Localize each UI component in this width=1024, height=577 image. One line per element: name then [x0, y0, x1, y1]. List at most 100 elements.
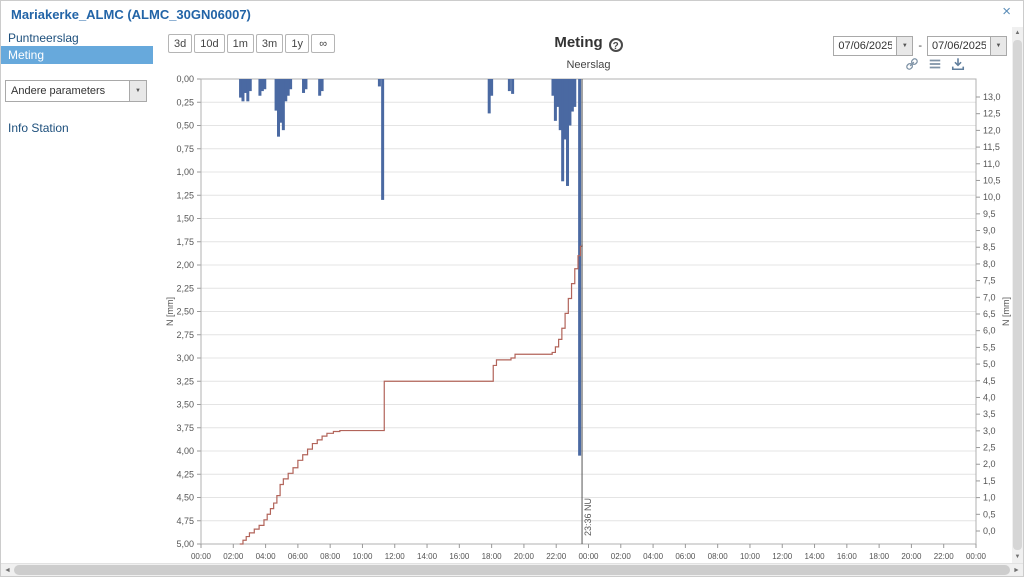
date-to-input[interactable]: [928, 37, 990, 55]
svg-text:22:00: 22:00: [546, 552, 567, 561]
svg-text:6,5: 6,5: [983, 309, 996, 319]
svg-text:00:00: 00:00: [191, 552, 212, 561]
svg-text:12:00: 12:00: [772, 552, 793, 561]
svg-text:18:00: 18:00: [482, 552, 503, 561]
precipitation-chart: 0,00 0,25 0,50 0,75 1,00 1,25 1,50 1,75 2,00 2,25…: [165, 74, 1011, 561]
svg-text:00:00: 00:00: [966, 552, 987, 561]
svg-text:10:00: 10:00: [740, 552, 761, 561]
svg-text:4,75: 4,75: [176, 516, 194, 526]
svg-text:5,0: 5,0: [983, 359, 996, 369]
svg-text:2,5: 2,5: [983, 443, 996, 453]
date-range: ▼ - ▼: [833, 36, 1007, 56]
range-button-1y[interactable]: 1y: [285, 34, 310, 53]
svg-text:16:00: 16:00: [837, 552, 858, 561]
scroll-left-icon[interactable]: ◄: [4, 566, 11, 574]
range-button-infinity[interactable]: ∞: [311, 34, 336, 53]
svg-text:0,0: 0,0: [983, 526, 996, 536]
vertical-scrollbar[interactable]: ▲ ▼: [1012, 27, 1023, 563]
svg-text:4,00: 4,00: [176, 446, 194, 456]
close-icon[interactable]: ×: [1002, 3, 1011, 20]
svg-text:04:00: 04:00: [256, 552, 277, 561]
svg-text:5,5: 5,5: [983, 342, 996, 352]
help-icon[interactable]: ?: [608, 38, 623, 52]
range-button-10d[interactable]: 10d: [194, 34, 225, 53]
svg-text:0,00: 0,00: [176, 74, 194, 84]
svg-text:02:00: 02:00: [223, 552, 244, 561]
scroll-down-icon[interactable]: ▼: [1014, 554, 1021, 560]
svg-text:4,25: 4,25: [176, 469, 194, 479]
svg-text:4,5: 4,5: [983, 376, 996, 386]
svg-text:1,50: 1,50: [176, 214, 194, 224]
svg-text:7,5: 7,5: [983, 276, 996, 286]
svg-text:3,50: 3,50: [176, 400, 194, 410]
svg-text:08:00: 08:00: [320, 552, 341, 561]
horizontal-scrollbar-thumb[interactable]: [14, 565, 1010, 575]
range-button-1m[interactable]: 1m: [226, 34, 254, 53]
chevron-down-icon[interactable]: ▼: [129, 81, 146, 101]
svg-text:3,0: 3,0: [983, 426, 996, 436]
svg-text:06:00: 06:00: [288, 552, 309, 561]
svg-text:14:00: 14:00: [805, 552, 826, 561]
sidebar-item-meting[interactable]: Meting: [1, 46, 153, 64]
range-button-3m[interactable]: 3m: [255, 34, 284, 53]
svg-text:13,0: 13,0: [983, 92, 1001, 102]
svg-text:12,0: 12,0: [983, 125, 1001, 135]
svg-text:1,75: 1,75: [176, 237, 194, 247]
svg-text:20:00: 20:00: [901, 552, 922, 561]
svg-text:18:00: 18:00: [869, 552, 890, 561]
chart-subtitle: Neerslag: [566, 59, 611, 71]
sidebar-item-info-station[interactable]: Info Station: [8, 121, 69, 135]
horizontal-scrollbar[interactable]: ◄ ►: [1, 563, 1023, 576]
vertical-scrollbar-thumb[interactable]: [1013, 40, 1022, 550]
range-button-group: 3d 10d 1m 3m 1y ∞: [168, 34, 336, 53]
svg-text:2,0: 2,0: [983, 459, 996, 469]
date-to-dropdown-icon[interactable]: ▼: [990, 37, 1006, 55]
chart-toolbar: [905, 57, 965, 71]
scroll-right-icon[interactable]: ►: [1013, 566, 1020, 574]
svg-text:2,00: 2,00: [176, 260, 194, 270]
date-from-field[interactable]: ▼: [833, 36, 914, 56]
svg-text:08:00: 08:00: [708, 552, 729, 561]
svg-text:14:00: 14:00: [417, 552, 438, 561]
svg-text:3,5: 3,5: [983, 409, 996, 419]
date-from-dropdown-icon[interactable]: ▼: [896, 37, 913, 55]
date-separator: -: [918, 40, 922, 52]
date-from-input[interactable]: [834, 37, 897, 55]
sidebar-item-puntneerslag[interactable]: Puntneerslag: [8, 31, 79, 45]
svg-text:4,50: 4,50: [176, 493, 194, 503]
range-button-3d[interactable]: 3d: [168, 34, 193, 53]
svg-text:6,0: 6,0: [983, 326, 996, 336]
svg-text:3,75: 3,75: [176, 423, 194, 433]
download-icon[interactable]: [951, 57, 965, 71]
parameter-dropdown[interactable]: Andere parameters ▼: [5, 80, 147, 102]
svg-text:11,5: 11,5: [983, 142, 1000, 152]
svg-text:02:00: 02:00: [611, 552, 632, 561]
svg-text:0,25: 0,25: [176, 97, 194, 107]
permalink-icon[interactable]: [905, 57, 919, 71]
svg-text:7,0: 7,0: [983, 292, 996, 302]
station-title: Mariakerke_ALMC (ALMC_30GN06007): [11, 7, 251, 22]
svg-text:1,0: 1,0: [983, 493, 996, 503]
svg-text:10,5: 10,5: [983, 175, 1001, 185]
svg-text:04:00: 04:00: [643, 552, 664, 561]
svg-text:1,25: 1,25: [176, 190, 194, 200]
parameter-dropdown-value: Andere parameters: [11, 85, 106, 97]
svg-text:2,75: 2,75: [176, 330, 194, 340]
svg-text:2,25: 2,25: [176, 283, 194, 293]
svg-text:4,0: 4,0: [983, 392, 996, 402]
svg-text:3,25: 3,25: [176, 376, 194, 386]
svg-text:06:00: 06:00: [675, 552, 696, 561]
svg-text:23:36 NU: 23:36 NU: [583, 498, 593, 536]
svg-text:10:00: 10:00: [352, 552, 373, 561]
chart-heading-title: Meting: [554, 34, 603, 51]
svg-text:8,0: 8,0: [983, 259, 996, 269]
svg-text:1,5: 1,5: [983, 476, 996, 486]
data-table-icon[interactable]: [928, 57, 942, 71]
svg-text:00:00: 00:00: [578, 552, 599, 561]
svg-text:N [mm]: N [mm]: [165, 297, 175, 326]
svg-text:12:00: 12:00: [385, 552, 406, 561]
date-to-field[interactable]: ▼: [927, 36, 1007, 56]
svg-text:0,50: 0,50: [176, 121, 194, 131]
scroll-up-icon[interactable]: ▲: [1014, 30, 1021, 36]
